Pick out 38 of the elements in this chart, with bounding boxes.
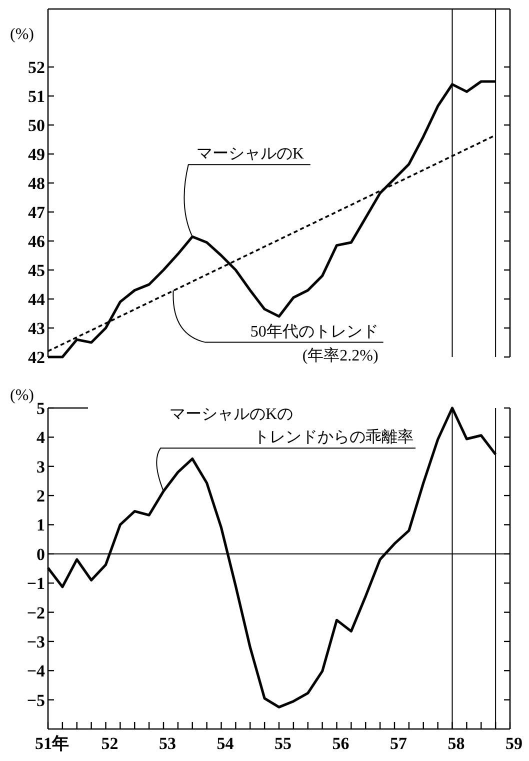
y-tick-label: −3	[26, 632, 45, 652]
x-tick-label: 54	[216, 734, 234, 753]
y-tick-label: 4	[36, 428, 46, 448]
x-tick-label: 51年	[35, 734, 69, 753]
x-tick-label: 59	[506, 734, 522, 753]
x-tick-label: 52	[101, 734, 118, 753]
annotation: トレンドからの乖離率	[254, 428, 414, 446]
y-tick-label: −4	[26, 662, 46, 681]
y-tick-label: 48	[28, 174, 45, 193]
y-tick-label: −2	[26, 603, 45, 622]
y-tick-label: 42	[28, 348, 45, 367]
y-tick-label: 45	[28, 261, 45, 280]
y-tick-label: 50	[28, 116, 45, 135]
y-tick-label: 2	[36, 486, 45, 506]
y-tick-label: 0	[36, 544, 45, 564]
y-tick-label: 49	[28, 145, 45, 164]
y-tick-label: 52	[28, 58, 45, 77]
y-tick-label: 3	[36, 457, 45, 476]
y-axis-title: (%)	[10, 387, 34, 404]
y-axis-title: (%)	[10, 26, 34, 43]
y-tick-label: 51	[28, 87, 45, 106]
y-tick-label: 1	[36, 516, 45, 535]
x-tick-label: 57	[390, 734, 408, 753]
x-tick-label: 55	[274, 734, 292, 753]
annotation: (年率2.2%)	[302, 346, 378, 364]
x-tick-label: 53	[159, 734, 176, 753]
y-tick-label: 43	[28, 319, 45, 338]
x-tick-label: 56	[332, 734, 350, 753]
x-tick-label: 58	[448, 734, 465, 753]
y-tick-label: 5	[36, 399, 45, 418]
annotation: マーシャルのK	[196, 146, 304, 163]
y-tick-label: −5	[26, 690, 45, 710]
annotation: マーシャルのKの	[170, 406, 294, 424]
y-tick-label: 46	[28, 232, 45, 251]
y-tick-label: 47	[28, 203, 46, 222]
y-tick-label: 44	[28, 290, 46, 309]
y-tick-label: −1	[26, 574, 45, 594]
annotation: 50年代のトレンド	[250, 323, 378, 340]
